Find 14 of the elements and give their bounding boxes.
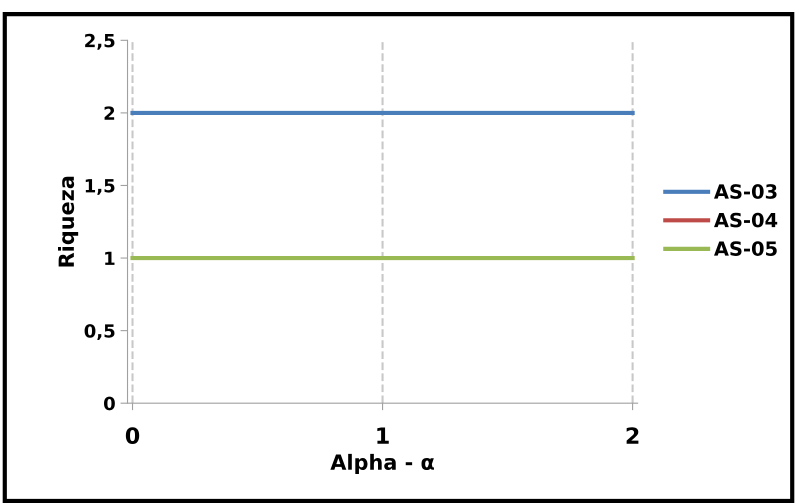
y-tick-label: 2,5 <box>85 34 114 50</box>
x-tick-label: 2 <box>626 427 638 444</box>
x-tick-label: 0 <box>126 427 140 444</box>
y-tick-label: 1,5 <box>86 179 114 195</box>
x-tick-label: 1 <box>377 427 389 444</box>
legend-label: AS-04 <box>714 212 778 228</box>
y-tick-label: 1 <box>105 252 114 265</box>
legend-label: AS-05 <box>714 241 777 256</box>
x-axis-title: Alpha - α <box>330 454 434 474</box>
y-axis-title: Riqueza <box>58 176 78 266</box>
y-tick-label: 0 <box>104 396 115 410</box>
y-tick-label: 0,5 <box>84 324 114 340</box>
legend-label: AS-03 <box>714 184 777 199</box>
y-tick-label: 2 <box>104 106 114 120</box>
